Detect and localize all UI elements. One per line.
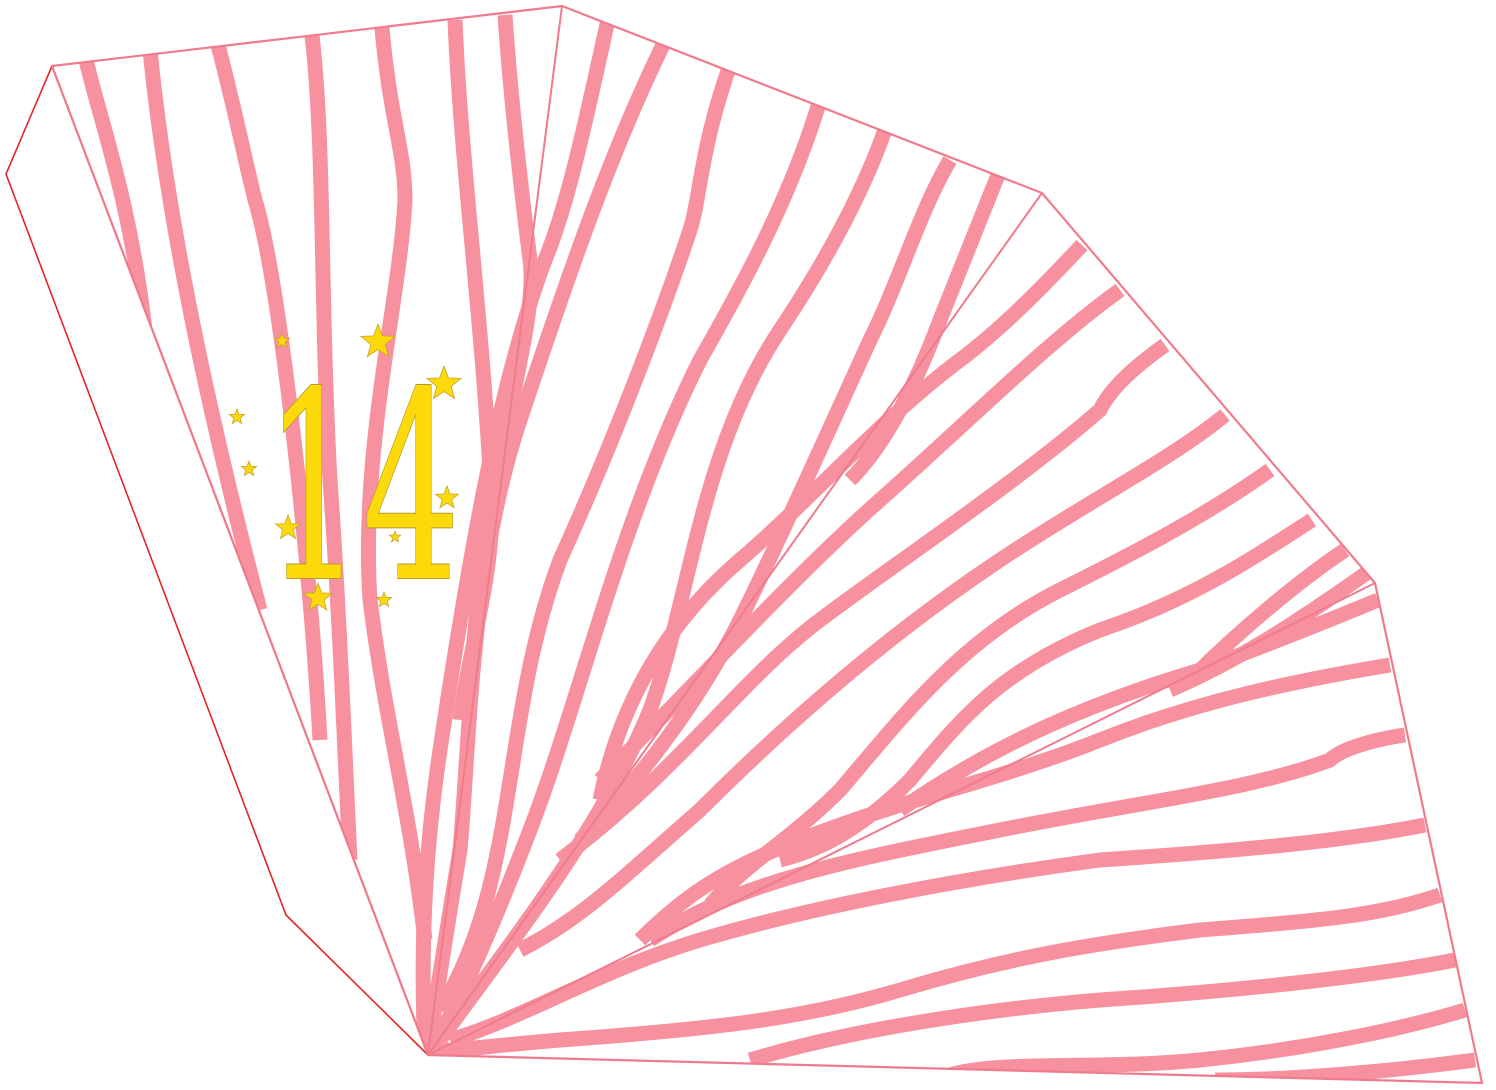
- stripe-pattern: [78, 14, 1476, 1083]
- hat-outline: [50, 4, 1484, 1085]
- stars: [228, 322, 463, 612]
- star-icon: [274, 513, 302, 540]
- star-icon: [240, 459, 258, 477]
- star-icon: [434, 484, 460, 509]
- star-icon: [228, 407, 246, 425]
- star-icon: [302, 581, 334, 612]
- star-icon: [375, 590, 393, 608]
- star-icon: [273, 331, 291, 349]
- glue-tab: [5, 65, 429, 1056]
- star-icon: [425, 364, 463, 400]
- age-number-decoration: 14: [264, 337, 461, 641]
- star-icon: [388, 529, 402, 543]
- age-number: 14: [265, 338, 460, 640]
- star-icon: [359, 322, 397, 358]
